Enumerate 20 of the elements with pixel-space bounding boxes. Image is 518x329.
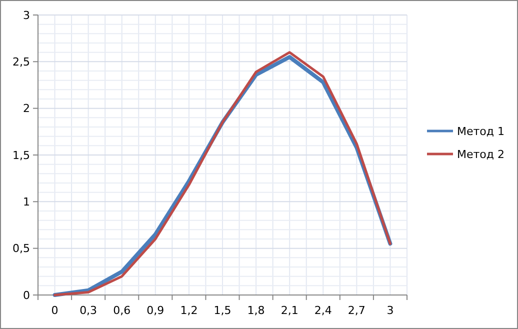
x-tick-label: 1,5	[214, 304, 232, 317]
y-tick-label: 0,5	[12, 242, 30, 256]
x-tick-label: 0,3	[80, 304, 98, 317]
x-tick-label: 1,2	[180, 304, 198, 317]
x-tick-label: 2,7	[348, 304, 366, 317]
legend-label: Метод 1	[457, 124, 504, 138]
y-tick-label: 1,5	[12, 148, 30, 162]
y-tick-label: 2	[23, 102, 30, 116]
x-tick-label: 3	[386, 304, 394, 317]
y-tick-label: 2,5	[12, 56, 30, 69]
x-tick-label: 0	[51, 304, 58, 317]
x-tick-label: 1,8	[247, 304, 265, 317]
x-tick-label: 2,4	[314, 304, 332, 317]
x-tick-label: 0,6	[113, 304, 131, 317]
y-tick-label: 3	[23, 8, 30, 22]
y-tick-label: 1	[23, 196, 30, 209]
y-tick-label: 0	[23, 288, 30, 302]
x-tick-label: 2,1	[280, 304, 298, 317]
legend-label: Метод 2	[457, 148, 504, 161]
x-tick-label: 0,9	[146, 304, 164, 317]
